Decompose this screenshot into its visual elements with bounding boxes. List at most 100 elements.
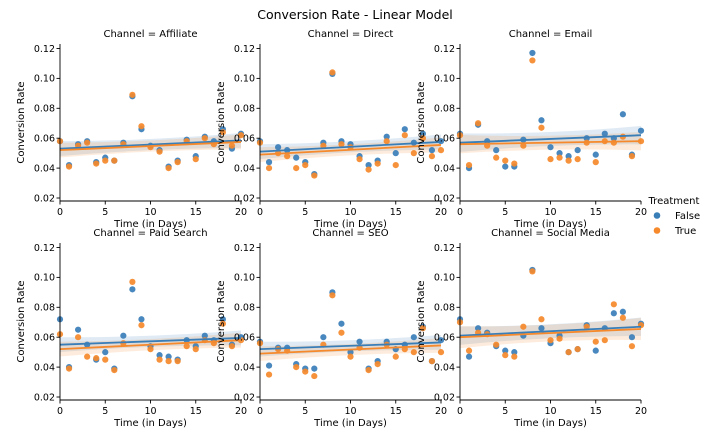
data-point-false — [619, 111, 627, 118]
data-point-true — [374, 361, 381, 368]
data-point-false — [338, 320, 345, 327]
x-tick-label: 20 — [635, 406, 647, 417]
data-point-true — [538, 316, 545, 323]
data-point-true — [583, 323, 590, 330]
data-point-true — [529, 268, 536, 275]
data-point-false — [419, 130, 426, 137]
regression-line-true — [459, 328, 642, 339]
data-point-true — [347, 353, 354, 360]
data-point-true — [102, 157, 109, 164]
y-axis-label: Conversion Rate — [416, 81, 427, 163]
x-axis-label: Time (in Days) — [113, 418, 187, 429]
y-tick-label: 0.10 — [34, 273, 55, 284]
data-point-true — [547, 156, 554, 163]
data-point-true — [610, 139, 617, 146]
data-point-true — [392, 353, 399, 360]
data-point-true — [465, 347, 473, 354]
x-tick-label: 20 — [635, 207, 647, 218]
data-point-true — [84, 353, 91, 360]
data-point-true — [619, 314, 627, 321]
data-point-true — [65, 163, 73, 170]
y-tick-label: 0.02 — [434, 392, 455, 403]
y-tick-label: 0.12 — [34, 243, 55, 254]
x-tick-label: 20 — [235, 207, 247, 218]
data-point-true — [138, 322, 145, 329]
x-tick-label: 15 — [590, 406, 602, 417]
data-point-true — [556, 335, 563, 342]
x-tick-label: 0 — [257, 406, 263, 417]
y-tick-label: 0.04 — [34, 362, 55, 373]
data-point-true — [410, 349, 417, 356]
data-point-true — [493, 154, 500, 161]
data-point-false — [129, 286, 136, 293]
data-point-false — [410, 334, 417, 341]
x-axis-label: Time (in Days) — [513, 418, 587, 429]
y-tick-label: 0.06 — [34, 333, 55, 344]
data-point-false — [138, 316, 145, 323]
data-point-true — [637, 138, 645, 145]
y-axis-label: Conversion Rate — [216, 81, 227, 163]
x-tick-label: 15 — [190, 406, 202, 417]
legend-label: False — [675, 211, 700, 222]
x-axis-label: Time (in Days) — [113, 219, 187, 230]
y-axis-label: Conversion Rate — [416, 280, 427, 362]
y-tick-label: 0.12 — [434, 243, 455, 254]
y-tick-label: 0.04 — [234, 163, 255, 174]
data-point-true — [75, 334, 82, 341]
y-tick-label: 0.12 — [234, 44, 255, 55]
data-point-true — [174, 358, 181, 365]
data-point-true — [329, 292, 336, 299]
data-point-true — [475, 120, 482, 127]
data-point-true — [592, 159, 599, 166]
data-point-false — [428, 147, 436, 154]
data-point-true — [147, 346, 154, 353]
data-point-true — [502, 157, 509, 164]
data-point-true — [365, 166, 372, 173]
data-point-false — [265, 362, 273, 369]
data-point-true — [111, 366, 118, 374]
data-point-true — [628, 153, 636, 160]
data-point-true — [293, 165, 300, 172]
data-point-true — [219, 129, 226, 136]
data-point-true — [228, 343, 236, 350]
data-point-true — [165, 165, 172, 172]
data-point-true — [383, 138, 390, 145]
regression-line-false — [59, 139, 242, 150]
data-point-false — [511, 349, 518, 356]
data-point-false — [102, 349, 109, 356]
data-point-false — [529, 49, 536, 57]
x-tick-label: 0 — [457, 207, 463, 218]
data-point-false — [628, 334, 636, 341]
panel-title: Channel = Paid Search — [93, 228, 207, 239]
x-tick-label: 0 — [257, 207, 263, 218]
data-point-true — [502, 352, 509, 359]
data-point-true — [547, 337, 554, 344]
data-point-false — [165, 353, 172, 360]
data-point-false — [592, 151, 599, 158]
x-tick-label: 0 — [57, 406, 63, 417]
y-tick-label: 0.06 — [234, 333, 255, 344]
data-point-true — [174, 159, 181, 166]
facet-panel: Channel = Paid Search 0.02 0.04 0.06 0.08 0.1… — [16, 228, 247, 429]
data-point-true — [284, 153, 291, 160]
y-tick-label: 0.08 — [434, 303, 455, 314]
data-point-false — [383, 133, 390, 140]
x-tick-label: 10 — [544, 406, 556, 417]
data-point-true — [65, 365, 73, 372]
data-point-true — [102, 356, 109, 363]
data-point-true — [520, 323, 527, 330]
data-point-false — [574, 147, 581, 154]
data-point-true — [401, 132, 408, 139]
regression-line-true — [459, 140, 642, 146]
y-axis-label: Conversion Rate — [16, 81, 27, 163]
regression-line-false — [259, 141, 442, 153]
x-tick-label: 5 — [502, 207, 508, 218]
facet-panel: Channel = Social Media 0.02 0.04 0.06 0.08 0.… — [416, 228, 647, 429]
data-point-true — [392, 162, 399, 169]
data-point-true — [529, 57, 536, 64]
x-tick-label: 15 — [590, 207, 602, 218]
chart-title: Conversion Rate - Linear Model — [257, 7, 453, 22]
y-tick-label: 0.10 — [34, 74, 55, 85]
data-point-true — [356, 156, 363, 163]
